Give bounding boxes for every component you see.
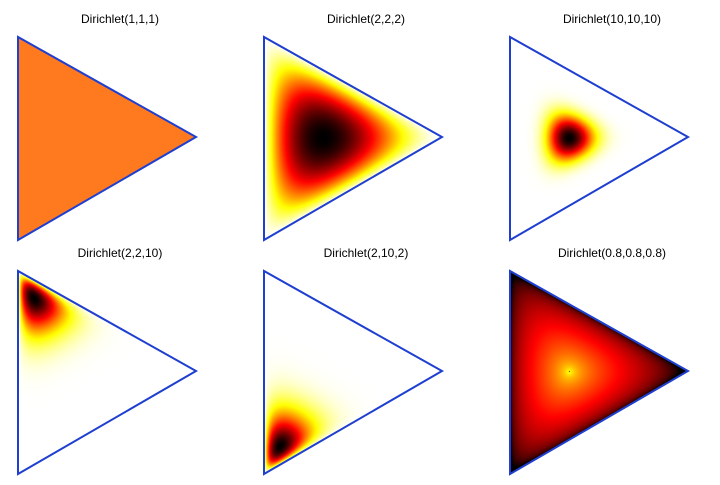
simplex-outline bbox=[17, 35, 199, 242]
density-heatmap bbox=[492, 0, 720, 242]
simplex-outline bbox=[509, 35, 691, 242]
simplex-triangle bbox=[509, 269, 691, 476]
density-heatmap bbox=[246, 0, 486, 242]
simplex-outline bbox=[263, 35, 445, 242]
dirichlet-panel: Dirichlet(10,10,10) bbox=[492, 0, 720, 242]
dirichlet-panel: Dirichlet(2,10,2) bbox=[246, 234, 486, 476]
simplex-outline bbox=[509, 269, 691, 476]
dirichlet-panel: Dirichlet(2,2,10) bbox=[0, 234, 240, 476]
simplex-triangle bbox=[509, 35, 691, 242]
simplex-outline bbox=[17, 269, 199, 476]
simplex-outline bbox=[263, 269, 445, 476]
density-heatmap bbox=[492, 234, 720, 476]
simplex-triangle bbox=[17, 35, 199, 242]
density-heatmap bbox=[246, 234, 486, 476]
simplex-triangle bbox=[263, 35, 445, 242]
density-heatmap bbox=[0, 0, 240, 242]
dirichlet-panel: Dirichlet(1,1,1) bbox=[0, 0, 240, 242]
dirichlet-panel: Dirichlet(0.8,0.8,0.8) bbox=[492, 234, 720, 476]
density-heatmap bbox=[0, 234, 240, 476]
dirichlet-panel: Dirichlet(2,2,2) bbox=[246, 0, 486, 242]
simplex-triangle bbox=[17, 269, 199, 476]
simplex-triangle bbox=[263, 269, 445, 476]
